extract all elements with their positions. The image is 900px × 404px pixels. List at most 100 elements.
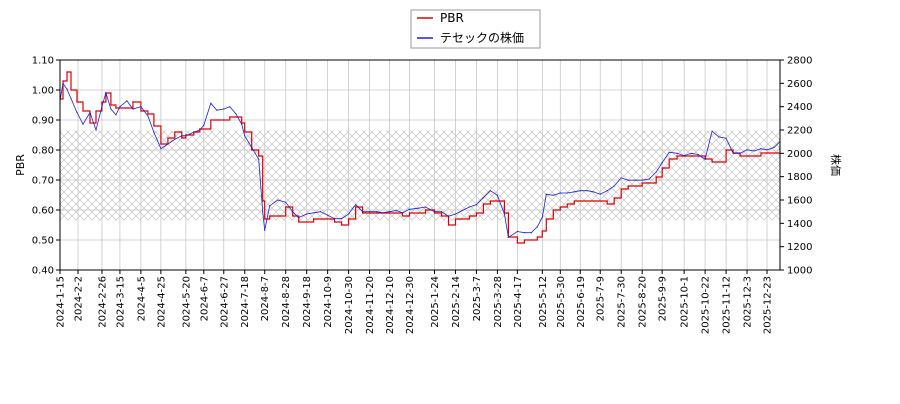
price-point-13 bbox=[126, 100, 128, 102]
pbr-point-66 bbox=[475, 212, 477, 214]
pbr-point-73 bbox=[523, 239, 526, 241]
pbr-point-99 bbox=[697, 155, 699, 157]
price-point-6 bbox=[89, 111, 91, 114]
price-point-19 bbox=[167, 143, 169, 145]
price-point-22 bbox=[185, 135, 187, 137]
price-point-48 bbox=[348, 213, 350, 215]
price-point-72 bbox=[516, 230, 519, 233]
series-line-pbr bbox=[60, 71, 780, 244]
price-point-24 bbox=[199, 129, 201, 131]
price-point-8 bbox=[101, 106, 103, 108]
pbr-point-18 bbox=[160, 143, 162, 145]
price-point-54 bbox=[388, 211, 391, 213]
price-point-86 bbox=[606, 190, 608, 192]
price-point-40 bbox=[292, 211, 294, 213]
x-tick-label-14: 2024-10-30 bbox=[344, 276, 355, 334]
price-point-71 bbox=[507, 236, 509, 238]
x-tick-label-31: 2025-10-22 bbox=[701, 276, 712, 334]
pbr-point-38 bbox=[277, 215, 279, 217]
pbr-point-89 bbox=[627, 185, 629, 187]
pbr-point-74 bbox=[530, 239, 532, 241]
price-point-10 bbox=[110, 108, 112, 110]
legend-box bbox=[410, 9, 541, 49]
x-tick-label-30: 2025-10-1 bbox=[680, 276, 691, 328]
pbr-point-85 bbox=[599, 200, 601, 202]
price-point-49 bbox=[355, 204, 357, 206]
left-tick-label-3: 0.70 bbox=[32, 176, 54, 187]
price-point-31 bbox=[241, 123, 243, 125]
price-point-28 bbox=[223, 108, 225, 110]
pbr-point-98 bbox=[690, 155, 692, 157]
price-point-38 bbox=[277, 199, 279, 201]
pbr-point-43 bbox=[313, 218, 315, 220]
price-point-68 bbox=[489, 190, 491, 192]
x-tick-label-4: 2024-4-5 bbox=[136, 276, 147, 321]
price-point-32 bbox=[244, 135, 246, 137]
pbr-point-61 bbox=[440, 215, 443, 217]
pbr-point-60 bbox=[433, 212, 436, 214]
pbr-point-55 bbox=[395, 212, 398, 214]
pbr-point-108 bbox=[760, 152, 762, 154]
pbr-point-78 bbox=[552, 209, 554, 211]
price-point-41 bbox=[298, 216, 300, 219]
x-tick-label-29: 2025-9-9 bbox=[658, 276, 669, 321]
pbr-point-49 bbox=[355, 206, 357, 208]
x-tick-label-11: 2024-8-28 bbox=[281, 276, 292, 328]
right-tick-label-2: 1400 bbox=[787, 219, 812, 230]
pbr-point-65 bbox=[468, 215, 470, 217]
x-tick-label-20: 2025-3-7 bbox=[472, 276, 483, 321]
price-point-84 bbox=[592, 191, 594, 193]
pbr-point-110 bbox=[773, 152, 775, 154]
price-point-96 bbox=[676, 152, 678, 154]
price-point-2 bbox=[66, 88, 68, 90]
left-tick-label-7: 1.10 bbox=[32, 56, 54, 67]
price-point-21 bbox=[181, 135, 183, 137]
price-point-98 bbox=[690, 152, 692, 154]
pbr-point-64 bbox=[461, 218, 463, 220]
x-tick-label-6: 2024-5-20 bbox=[181, 276, 192, 328]
pbr-point-32 bbox=[244, 131, 246, 133]
pbr-point-27 bbox=[216, 119, 218, 121]
pbr-point-51 bbox=[369, 212, 371, 214]
price-point-109 bbox=[766, 149, 768, 151]
pbr-point-87 bbox=[613, 197, 615, 199]
price-point-57 bbox=[408, 208, 411, 210]
pbr-point-28 bbox=[223, 119, 225, 121]
x-tick-label-3: 2024-3-15 bbox=[115, 276, 126, 328]
price-point-12 bbox=[119, 106, 121, 108]
legend-label-pbr: PBR bbox=[440, 11, 464, 25]
price-point-14 bbox=[132, 108, 134, 110]
pbr-point-39 bbox=[285, 206, 287, 208]
price-point-3 bbox=[70, 97, 72, 100]
price-point-46 bbox=[334, 218, 336, 220]
price-point-15 bbox=[140, 106, 142, 108]
pbr-point-2 bbox=[66, 71, 68, 73]
price-point-62 bbox=[447, 215, 450, 217]
pbr-point-45 bbox=[327, 218, 329, 220]
price-point-7 bbox=[95, 129, 97, 131]
price-point-93 bbox=[655, 171, 657, 173]
x-tick-label-13: 2024-10-9 bbox=[323, 276, 334, 328]
y-axis-label-left: PBR bbox=[14, 154, 27, 176]
price-point-61 bbox=[440, 211, 443, 213]
x-tick-label-27: 2025-7-30 bbox=[617, 276, 628, 328]
price-point-94 bbox=[661, 162, 663, 164]
pbr-point-59 bbox=[424, 209, 427, 211]
price-point-87 bbox=[613, 185, 615, 187]
price-point-66 bbox=[475, 204, 477, 206]
pbr-point-86 bbox=[606, 203, 608, 205]
pbr-point-14 bbox=[132, 101, 134, 103]
pbr-point-95 bbox=[668, 158, 670, 160]
price-point-26 bbox=[210, 102, 212, 104]
legend-label-price: テセックの株価 bbox=[440, 30, 524, 45]
x-tick-label-24: 2025-5-30 bbox=[556, 276, 567, 328]
pbr-point-96 bbox=[676, 155, 678, 157]
price-point-101 bbox=[711, 130, 713, 132]
series-layer bbox=[60, 71, 780, 244]
price-point-99 bbox=[697, 153, 699, 156]
pbr-point-92 bbox=[648, 182, 650, 184]
pbr-point-109 bbox=[766, 152, 768, 154]
pbr-point-6 bbox=[89, 122, 91, 124]
price-point-42 bbox=[306, 213, 308, 215]
